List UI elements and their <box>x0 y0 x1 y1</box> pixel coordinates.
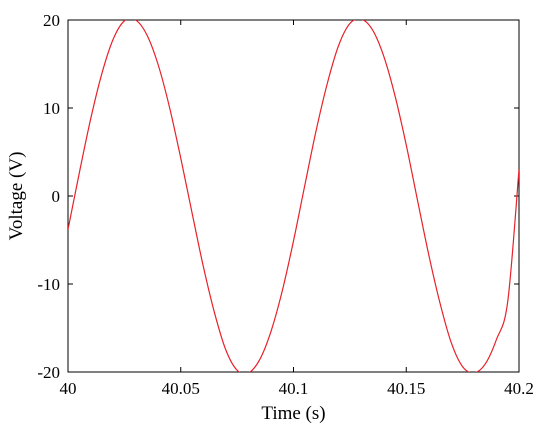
x-tick-label: 40.15 <box>387 379 425 398</box>
x-axis-label: Time (s) <box>261 403 325 424</box>
x-tick-label: 40 <box>60 379 77 398</box>
y-tick-label: -20 <box>37 363 60 382</box>
y-tick-label: -10 <box>37 275 60 294</box>
y-axis-label: Voltage (V) <box>6 152 27 241</box>
x-tick-label: 40.2 <box>504 379 534 398</box>
x-axis-ticks: 40 40.05 40.1 40.15 40.2 <box>60 20 534 398</box>
x-tick-label: 40.05 <box>162 379 200 398</box>
series-layer <box>68 20 519 372</box>
plot-area: 40 40.05 40.1 40.15 40.2 -20 -10 0 10 20 <box>37 11 534 398</box>
axes-box <box>67 19 520 373</box>
y-tick-label: 10 <box>43 99 60 118</box>
y-axis-ticks: -20 -10 0 10 20 <box>37 11 519 382</box>
y-tick-label: 20 <box>43 11 60 30</box>
y-tick-label: 0 <box>52 187 61 206</box>
voltage-series-line <box>68 20 519 372</box>
x-tick-label: 40.1 <box>279 379 309 398</box>
